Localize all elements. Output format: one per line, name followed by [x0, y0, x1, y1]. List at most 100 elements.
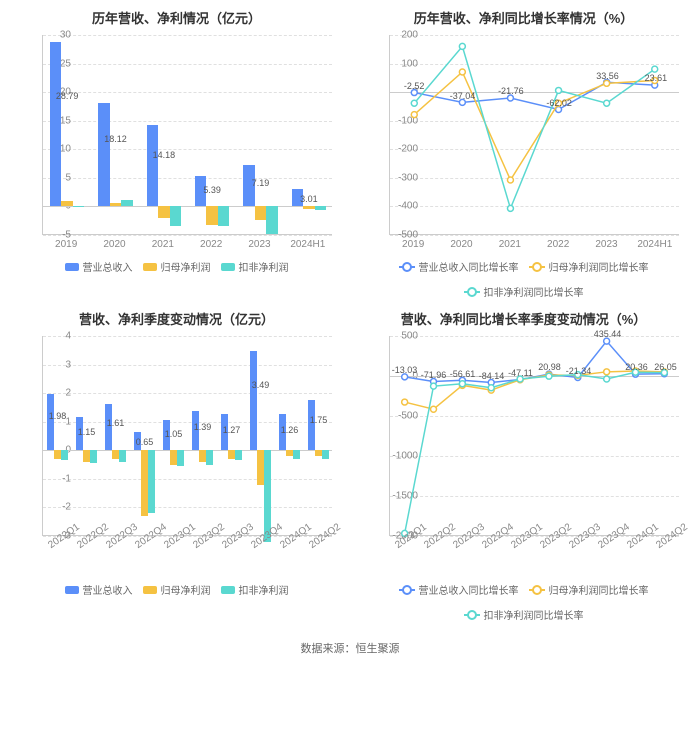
value-label: 33.56: [596, 71, 619, 81]
bar: [90, 450, 97, 463]
value-label: -2.52: [404, 81, 425, 91]
value-label: 0.65: [136, 437, 154, 447]
legend: 营业总收入归母净利润扣非净利润: [8, 259, 345, 274]
value-label: 5.39: [203, 185, 221, 195]
bar: [73, 206, 85, 207]
bar: [199, 450, 206, 461]
bar: [308, 400, 315, 450]
x-tick: 2020: [450, 239, 472, 250]
bar: [110, 203, 122, 206]
x-tick: 2024H1: [637, 239, 672, 250]
value-label: -71.96: [421, 370, 447, 380]
chart-quarterly-revenue: 营收、净利季度变动情况（亿元）-3-2-1012341.981.151.610.…: [8, 309, 345, 622]
value-label: 1.26: [281, 425, 299, 435]
bar: [322, 450, 329, 459]
bar: [50, 42, 62, 207]
x-tick: 2021: [152, 239, 174, 250]
value-label: 20.98: [538, 362, 561, 372]
value-label: 28.79: [56, 91, 79, 101]
legend: 营业总收入归母净利润扣非净利润: [8, 582, 345, 597]
legend-item: 归母净利润: [143, 259, 211, 274]
bar: [141, 450, 148, 516]
chart-quarterly-growth: 营收、净利同比增长率季度变动情况（%）-2000-1500-1000-50005…: [355, 309, 692, 622]
bar: [257, 450, 264, 484]
x-tick: 2022: [200, 239, 222, 250]
value-label: 1.39: [194, 422, 212, 432]
bar: [61, 450, 68, 460]
value-label: 3.01: [300, 194, 318, 204]
bar: [177, 450, 184, 466]
value-label: 23.61: [645, 73, 668, 83]
bar: [61, 201, 73, 207]
bar: [98, 103, 110, 207]
y-tick: 2: [41, 388, 71, 399]
bar: [250, 351, 257, 451]
legend-item: 营业总收入: [65, 582, 133, 597]
value-label: -21.34: [566, 366, 592, 376]
x-tick: 2020: [103, 239, 125, 250]
bar: [255, 206, 267, 220]
bar: [83, 450, 90, 461]
legend-item: 归母净利润: [143, 582, 211, 597]
bar: [206, 450, 213, 464]
bar: [112, 450, 119, 459]
value-label: 1.15: [78, 427, 96, 437]
value-label: 18.12: [104, 134, 127, 144]
legend-item: 扣非净利润: [221, 582, 289, 597]
chart-title: 历年营收、净利情况（亿元）: [8, 8, 345, 27]
value-label: -47.11: [508, 368, 533, 378]
x-tick: 2023: [248, 239, 270, 250]
bar: [148, 450, 155, 513]
value-label: 1.98: [49, 411, 67, 421]
bar: [170, 206, 182, 226]
value-label: -21.76: [498, 86, 524, 96]
bar: [293, 450, 300, 459]
bar: [119, 450, 126, 461]
bar: [266, 206, 278, 233]
value-label: -37.04: [450, 91, 476, 101]
bar: [206, 206, 218, 224]
bar: [235, 450, 242, 460]
chart-title: 营收、净利同比增长率季度变动情况（%）: [355, 309, 692, 328]
x-tick: 2023: [595, 239, 617, 250]
legend: 营业总收入同比增长率归母净利润同比增长率扣非净利润同比增长率: [355, 259, 692, 299]
chart-annual-growth: 历年营收、净利同比增长率情况（%）-500-400-300-200-100010…: [355, 8, 692, 299]
x-tick: 2021: [499, 239, 521, 250]
x-tick: 2024H1: [290, 239, 325, 250]
legend-item: 营业总收入同比增长率: [399, 582, 519, 597]
bar: [286, 450, 293, 456]
value-label: 3.49: [252, 380, 270, 390]
chart-grid: 历年营收、净利情况（亿元）-505101520253028.7918.1214.…: [0, 0, 700, 630]
bar: [54, 450, 61, 459]
legend: 营业总收入同比增长率归母净利润同比增长率扣非净利润同比增长率: [355, 582, 692, 622]
value-label: 1.61: [107, 418, 125, 428]
value-label: -56.61: [450, 369, 476, 379]
bar: [315, 206, 327, 209]
y-tick: -1: [41, 473, 71, 484]
value-label: 14.18: [153, 150, 176, 160]
legend-item: 归母净利润同比增长率: [529, 259, 649, 274]
value-label: 7.19: [252, 178, 270, 188]
legend-item: 扣非净利润: [221, 259, 289, 274]
legend-item: 归母净利润同比增长率: [529, 582, 649, 597]
bar: [121, 200, 133, 207]
value-label: 1.05: [165, 429, 183, 439]
chart-title: 历年营收、净利同比增长率情况（%）: [355, 8, 692, 27]
bar: [303, 206, 315, 208]
legend-item: 营业总收入同比增长率: [399, 259, 519, 274]
x-tick: 2019: [55, 239, 77, 250]
data-source-label: 数据来源：恒生聚源: [0, 630, 700, 666]
legend-item: 扣非净利润同比增长率: [464, 607, 584, 622]
bar: [170, 450, 177, 464]
y-tick: -2: [41, 502, 71, 513]
bar: [228, 450, 235, 459]
bar: [158, 206, 170, 217]
bar: [218, 206, 230, 225]
chart-annual-revenue: 历年营收、净利情况（亿元）-505101520253028.7918.1214.…: [8, 8, 345, 299]
y-tick: 30: [41, 30, 71, 41]
value-label: -62.02: [546, 98, 572, 108]
value-label: 20.36: [625, 362, 648, 372]
y-tick: 4: [41, 331, 71, 342]
bar: [315, 450, 322, 456]
value-label: 26.05: [654, 362, 677, 372]
